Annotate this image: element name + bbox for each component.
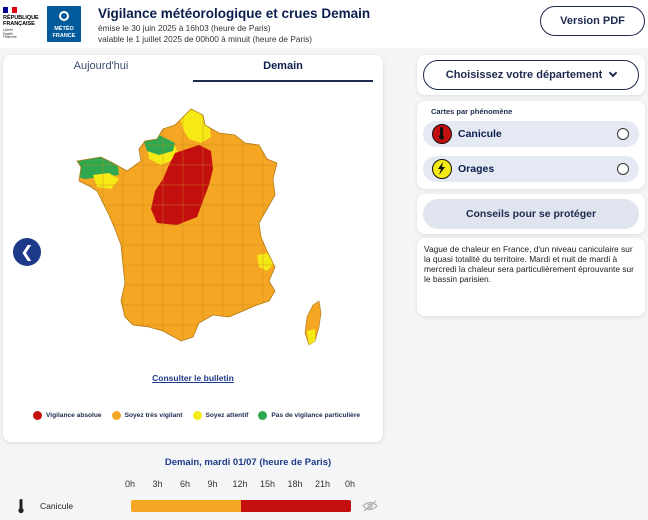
hour-label: 3h bbox=[147, 479, 169, 489]
description-card: Vague de chaleur en France, d'un niveau … bbox=[417, 238, 645, 316]
pdf-version-button[interactable]: Version PDF bbox=[540, 6, 645, 36]
yellow-dot-icon bbox=[193, 411, 202, 420]
phenomenon-orages[interactable]: Orages bbox=[423, 156, 639, 182]
phenomena-card: Cartes par phénomène Canicule Orages bbox=[417, 101, 645, 189]
thermometer-icon bbox=[432, 124, 452, 144]
vigilance-map[interactable] bbox=[63, 105, 333, 355]
meteo-france-mark-icon bbox=[59, 11, 69, 21]
phenomena-title: Cartes par phénomène bbox=[431, 107, 512, 116]
legend-item-green: Pas de vigilance particulière bbox=[258, 411, 360, 420]
canicule-timeline-bar bbox=[131, 500, 351, 512]
hour-label: 21h bbox=[312, 479, 334, 489]
rf-title: RÉPUBLIQUE FRANÇAISE bbox=[3, 15, 43, 27]
tab-tomorrow[interactable]: Demain bbox=[193, 60, 373, 82]
hour-label: 6h bbox=[174, 479, 196, 489]
chevron-left-icon: ❮ bbox=[20, 242, 33, 261]
vigilance-description: Vague de chaleur en France, d'un niveau … bbox=[424, 244, 638, 284]
emission-date: émise le 30 juin 2025 à 16h03 (heure de … bbox=[98, 23, 271, 33]
chevron-down-icon bbox=[609, 69, 617, 77]
tab-today[interactable]: Aujourd'hui bbox=[41, 60, 161, 82]
phenomenon-canicule[interactable]: Canicule bbox=[423, 121, 639, 147]
hour-label: 12h bbox=[229, 479, 251, 489]
department-select[interactable]: Choisissez votre département bbox=[423, 60, 639, 90]
bulletin-link[interactable]: Consulter le bulletin bbox=[3, 373, 383, 383]
advice-card: Conseils pour se protéger bbox=[417, 194, 645, 234]
hour-label: 0h bbox=[119, 479, 141, 489]
orange-dot-icon bbox=[112, 411, 121, 420]
red-dot-icon bbox=[33, 411, 42, 420]
legend-item-yellow: Soyez attentif bbox=[193, 411, 249, 420]
meteo-france-wordmark: MÉTÉO FRANCE bbox=[47, 26, 81, 39]
map-legend: Vigilance absolue Soyez très vigilant So… bbox=[33, 411, 360, 420]
hour-label: 15h bbox=[257, 479, 279, 489]
orages-radio[interactable] bbox=[617, 163, 629, 175]
protection-advice-button[interactable]: Conseils pour se protéger bbox=[423, 199, 639, 229]
eye-slash-icon[interactable] bbox=[362, 500, 378, 512]
map-card: Aujourd'hui Demain bbox=[3, 55, 383, 442]
timeline-hours: 0h 3h 6h 9h 12h 15h 18h 21h 0h bbox=[120, 479, 360, 491]
hour-label: 0h bbox=[339, 479, 361, 489]
hour-label: 9h bbox=[202, 479, 224, 489]
page-title: Vigilance météorologique et crues Demain bbox=[98, 6, 370, 21]
department-card: Choisissez votre département bbox=[417, 55, 645, 95]
meteo-france-logo[interactable]: MÉTÉO FRANCE bbox=[47, 6, 81, 42]
timeline-segment bbox=[241, 500, 351, 512]
validity-date: valable le 1 juillet 2025 de 00h00 à min… bbox=[98, 34, 312, 44]
thermometer-icon bbox=[16, 498, 26, 514]
hour-label: 18h bbox=[284, 479, 306, 489]
canicule-radio[interactable] bbox=[617, 128, 629, 140]
legend-item-red: Vigilance absolue bbox=[33, 411, 102, 420]
republique-francaise-logo[interactable]: RÉPUBLIQUE FRANÇAISE Liberté Égalité Fra… bbox=[3, 7, 43, 43]
france-departments-map bbox=[63, 105, 333, 355]
legend-item-orange: Soyez très vigilant bbox=[112, 411, 183, 420]
timeline-title: Demain, mardi 01/07 (heure de Paris) bbox=[148, 457, 348, 468]
header: RÉPUBLIQUE FRANÇAISE Liberté Égalité Fra… bbox=[0, 0, 648, 48]
timeline-row-label: Canicule bbox=[40, 501, 73, 511]
lightning-icon bbox=[432, 159, 452, 179]
timeline-segment bbox=[131, 500, 241, 512]
rf-motto: Liberté Égalité Fraternité bbox=[3, 29, 43, 40]
green-dot-icon bbox=[258, 411, 267, 420]
french-flag-icon bbox=[3, 7, 17, 13]
corsica[interactable] bbox=[305, 301, 321, 345]
previous-day-button[interactable]: ❮ bbox=[13, 238, 41, 266]
